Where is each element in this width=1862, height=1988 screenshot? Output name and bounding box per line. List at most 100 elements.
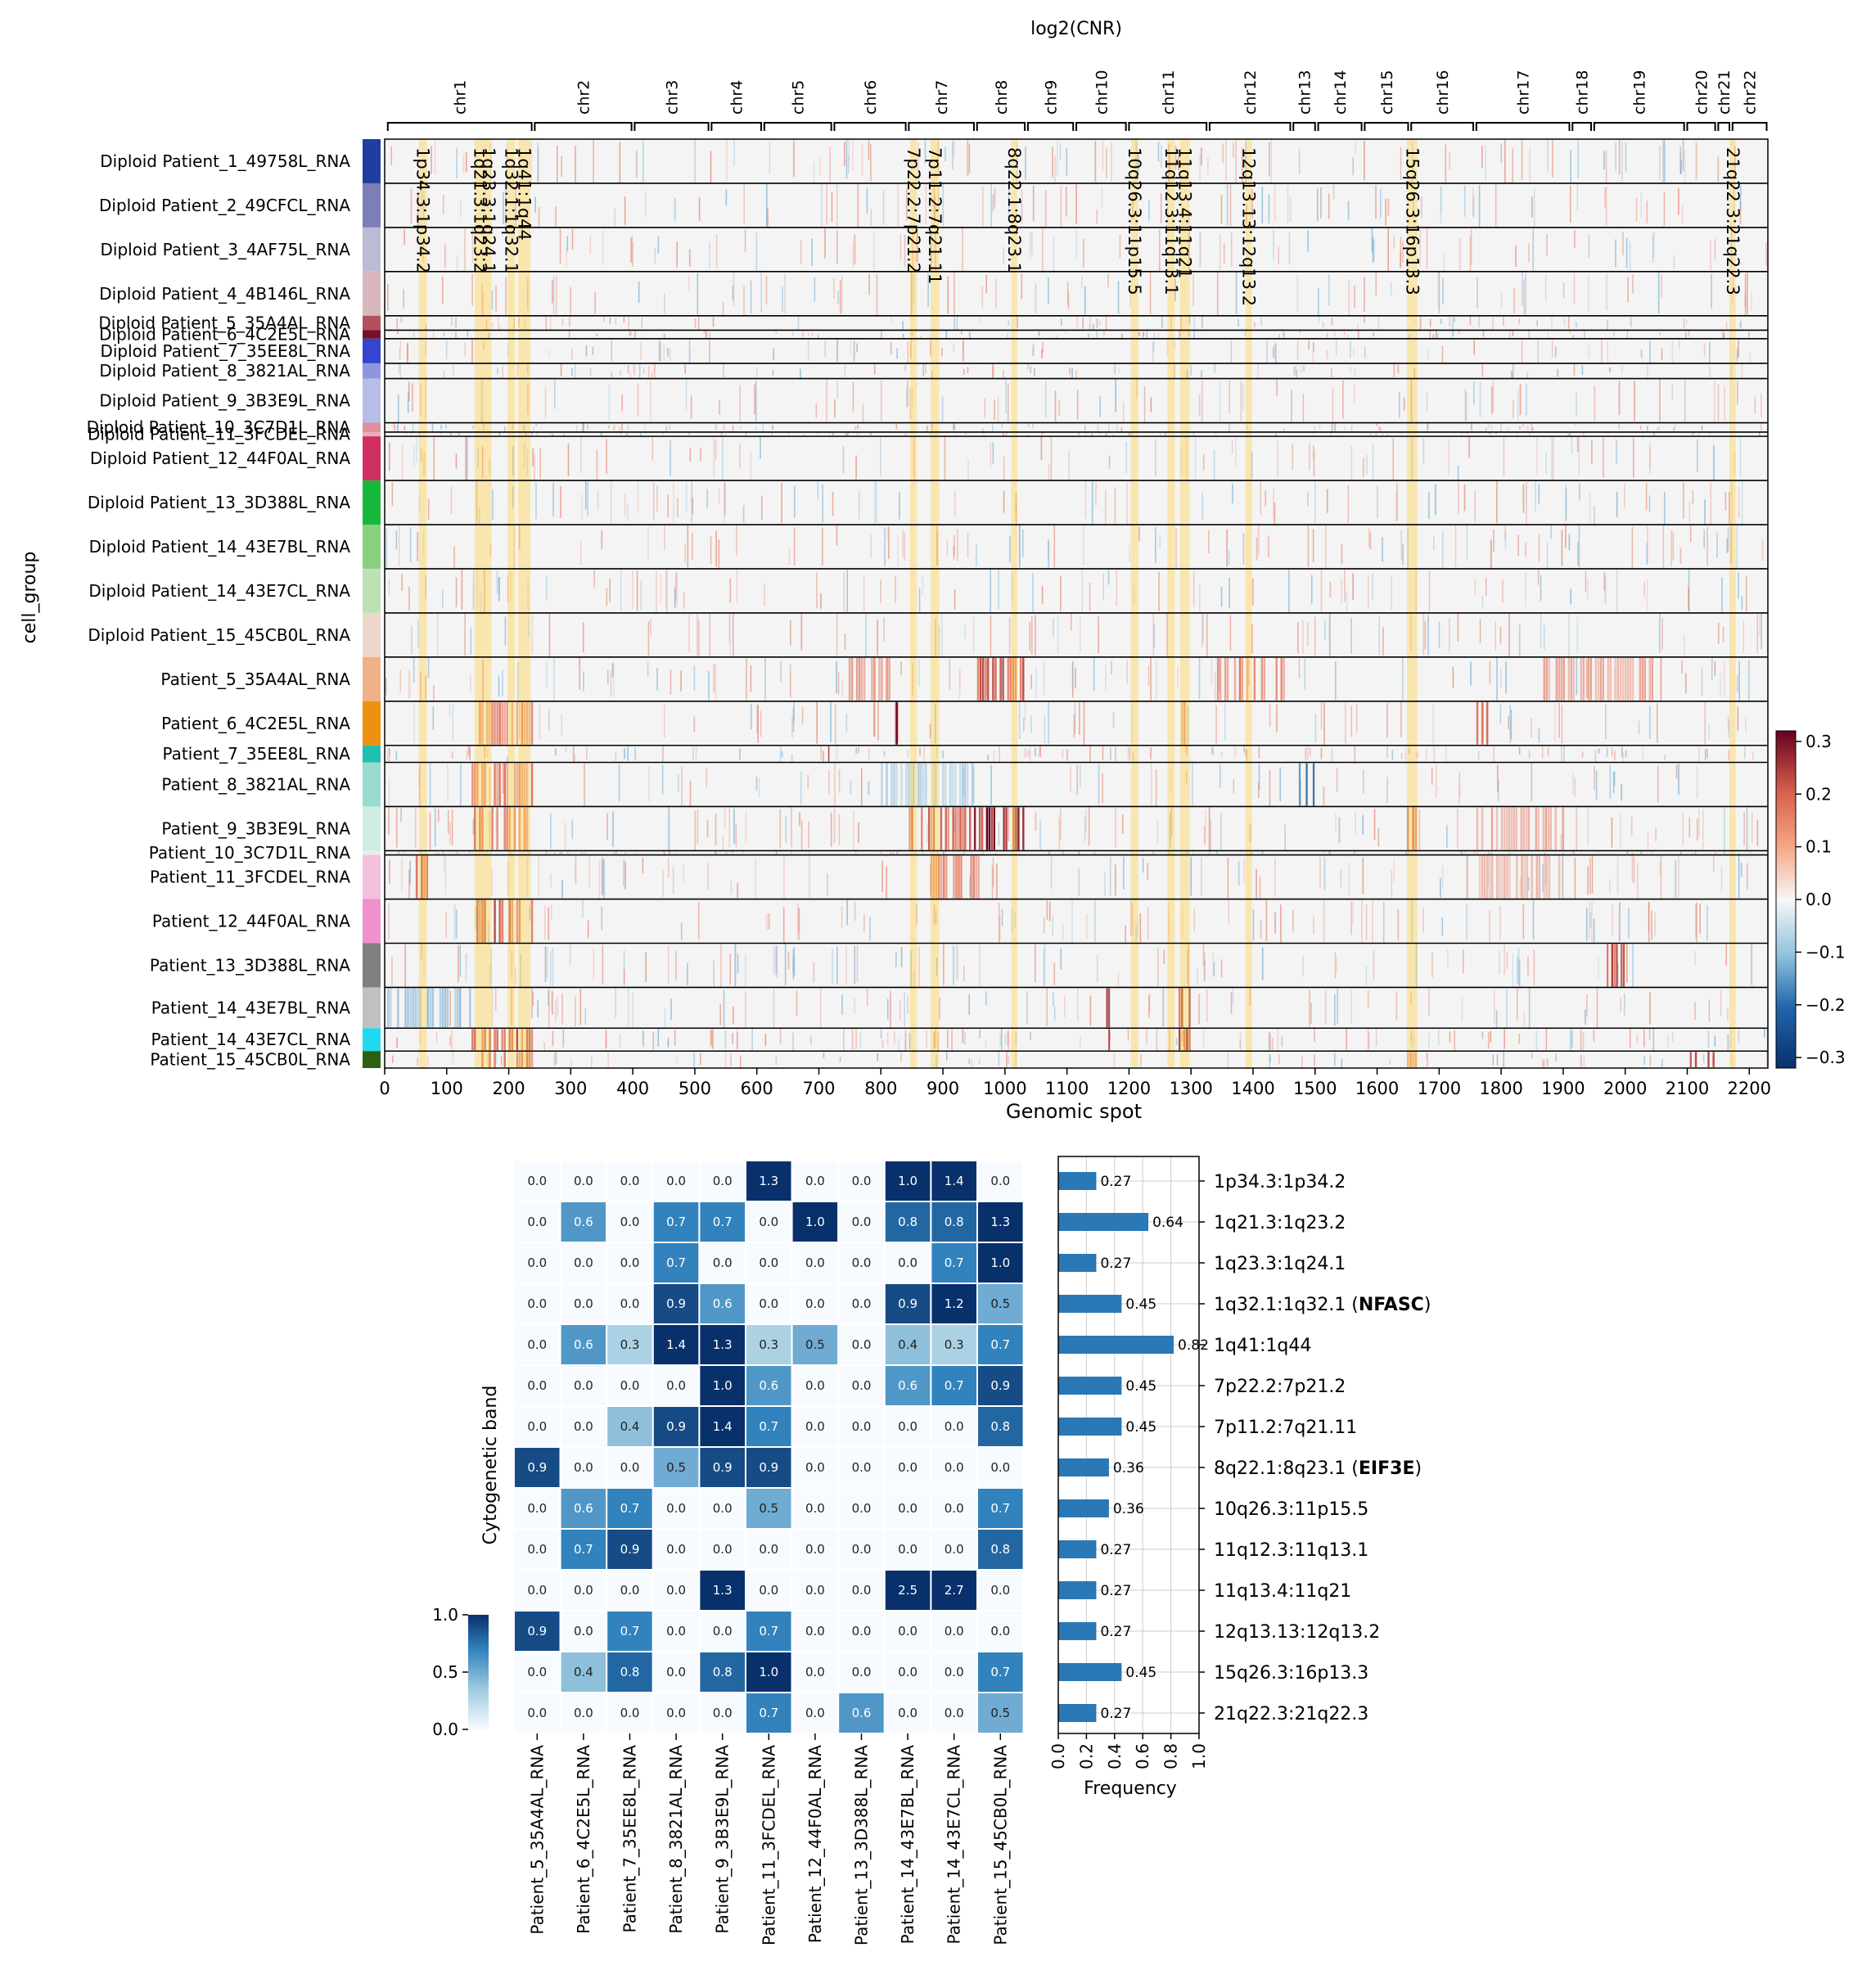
cnv-texture-stroke: [1080, 1035, 1081, 1048]
cnv-texture-stroke: [1030, 615, 1033, 656]
cnv-texture-stroke: [445, 339, 448, 359]
chromosome-label-11: chr12: [1242, 70, 1260, 115]
cnv-block-24: [444, 988, 447, 1028]
cnv-texture-stroke: [1202, 613, 1203, 648]
frequency-bar-3: [1058, 1295, 1122, 1313]
cnv-texture-stroke: [1364, 141, 1365, 181]
cnv-texture-stroke: [450, 486, 453, 515]
cnv-texture-stroke: [1605, 150, 1607, 183]
cnv-texture-stroke: [587, 481, 588, 516]
cnv-texture-stroke: [544, 946, 547, 982]
cnv-block-30: [521, 1052, 524, 1067]
cnv-texture-stroke: [498, 577, 500, 602]
cnv-texture-stroke: [1657, 765, 1659, 803]
cnv-block-5: [496, 701, 498, 745]
cnv-texture-stroke: [1030, 674, 1033, 689]
cnv-texture-stroke: [762, 422, 764, 432]
band-cell: [651, 1569, 701, 1612]
cnv-texture-stroke: [730, 880, 733, 895]
cnv-texture-stroke: [1310, 575, 1313, 605]
cnv-texture-stroke: [877, 620, 878, 656]
cnv-texture-stroke: [1734, 146, 1736, 173]
cnv-texture-stroke: [425, 675, 426, 700]
cnv-texture-stroke: [570, 1058, 572, 1068]
cnv-texture-stroke: [981, 428, 984, 431]
cnv-texture-stroke: [1568, 613, 1570, 657]
cnv-texture-stroke: [1575, 322, 1577, 328]
x-tick-label-20: 2000: [1603, 1079, 1647, 1098]
cnv-texture-stroke: [445, 424, 447, 429]
cnv-block-14: [513, 807, 516, 850]
cnv-texture-stroke: [1193, 330, 1195, 339]
cnv-texture-stroke: [1725, 321, 1728, 330]
band-cell-value: 0.0: [945, 1706, 964, 1720]
cnv-texture-stroke: [813, 962, 815, 983]
cnv-texture-stroke: [395, 530, 398, 550]
cnv-block-12: [1012, 807, 1015, 850]
cnv-texture-stroke: [492, 489, 494, 521]
cnv-texture-stroke: [911, 331, 913, 336]
cnv-texture-stroke: [650, 618, 651, 636]
cnv-texture-stroke: [1136, 379, 1138, 399]
cnv-texture-stroke: [1257, 525, 1260, 556]
cnv-texture-stroke: [714, 851, 716, 855]
cnv-texture-stroke: [964, 1031, 966, 1044]
cnv-texture-stroke: [676, 1054, 679, 1063]
frequency-x-tick-label-1: 0.2: [1076, 1743, 1096, 1769]
cnv-texture-stroke: [1473, 340, 1476, 356]
cnv-texture-stroke: [661, 431, 664, 435]
x-tick-label-16: 1600: [1355, 1079, 1399, 1098]
cnv-texture-stroke: [643, 424, 646, 431]
cnv-texture-stroke: [1616, 856, 1619, 895]
cnv-texture-stroke: [664, 525, 665, 551]
cnv-texture-stroke: [1323, 850, 1324, 854]
cnv-texture-stroke: [407, 392, 409, 413]
highlight-region-5: [909, 139, 917, 1068]
cnv-block-10: [1312, 763, 1315, 806]
cnv-texture-stroke: [1656, 427, 1658, 431]
cnv-texture-stroke: [1119, 234, 1121, 259]
cnv-texture-stroke: [1185, 770, 1188, 784]
cnv-texture-stroke: [1152, 850, 1155, 855]
group-color-9: [363, 422, 381, 432]
cnv-block-11: [952, 763, 954, 806]
cnv-block-19: [1516, 855, 1518, 899]
cnv-texture-stroke: [999, 915, 1001, 942]
frequency-x-tick-label-0: 0.0: [1048, 1743, 1068, 1769]
cnv-texture-stroke: [967, 460, 969, 480]
band-cell: [745, 1323, 793, 1366]
cnv-texture-stroke: [1670, 530, 1673, 567]
cnv-block-5: [525, 701, 529, 745]
cnv-texture-stroke: [399, 348, 401, 360]
cnv-block-21: [1616, 944, 1618, 987]
cnv-texture-stroke: [739, 385, 741, 422]
cnv-block-19: [1486, 855, 1489, 899]
cnv-texture-stroke: [1512, 953, 1514, 987]
group-color-13: [363, 525, 381, 569]
cnv-texture-stroke: [1585, 659, 1588, 699]
cnv-block-3: [1621, 657, 1624, 701]
band-cell: [651, 1283, 701, 1325]
cnv-texture-stroke: [543, 905, 546, 940]
cnv-texture-stroke: [1440, 208, 1441, 223]
cnv-texture-stroke: [910, 331, 913, 336]
cnv-texture-stroke: [709, 614, 711, 656]
cnv-texture-stroke: [1604, 187, 1606, 208]
cnv-texture-stroke: [962, 340, 964, 357]
cnv-texture-stroke: [729, 953, 732, 985]
cnv-block-18: [977, 855, 980, 899]
band-row-labels: 1p34.3:1p34.21q21.3:1q23.21q23.3:1q24.11…: [1199, 1172, 1431, 1724]
cnv-texture-stroke: [1625, 750, 1627, 758]
cnv-block-5: [498, 701, 501, 745]
cnv-block-2: [850, 657, 854, 701]
cnv-texture-stroke: [872, 231, 875, 270]
cnv-texture-stroke: [1187, 705, 1188, 745]
cnv-texture-stroke: [480, 379, 483, 423]
cnv-texture-stroke: [1192, 852, 1194, 854]
cnv-texture-stroke: [642, 857, 644, 873]
cnv-texture-stroke: [1071, 368, 1073, 379]
band-cell-value: 0.8: [990, 1419, 1010, 1434]
cnv-block-16: [1527, 807, 1531, 850]
cnv-texture-stroke: [1419, 317, 1422, 331]
cnv-texture-stroke: [954, 271, 955, 316]
